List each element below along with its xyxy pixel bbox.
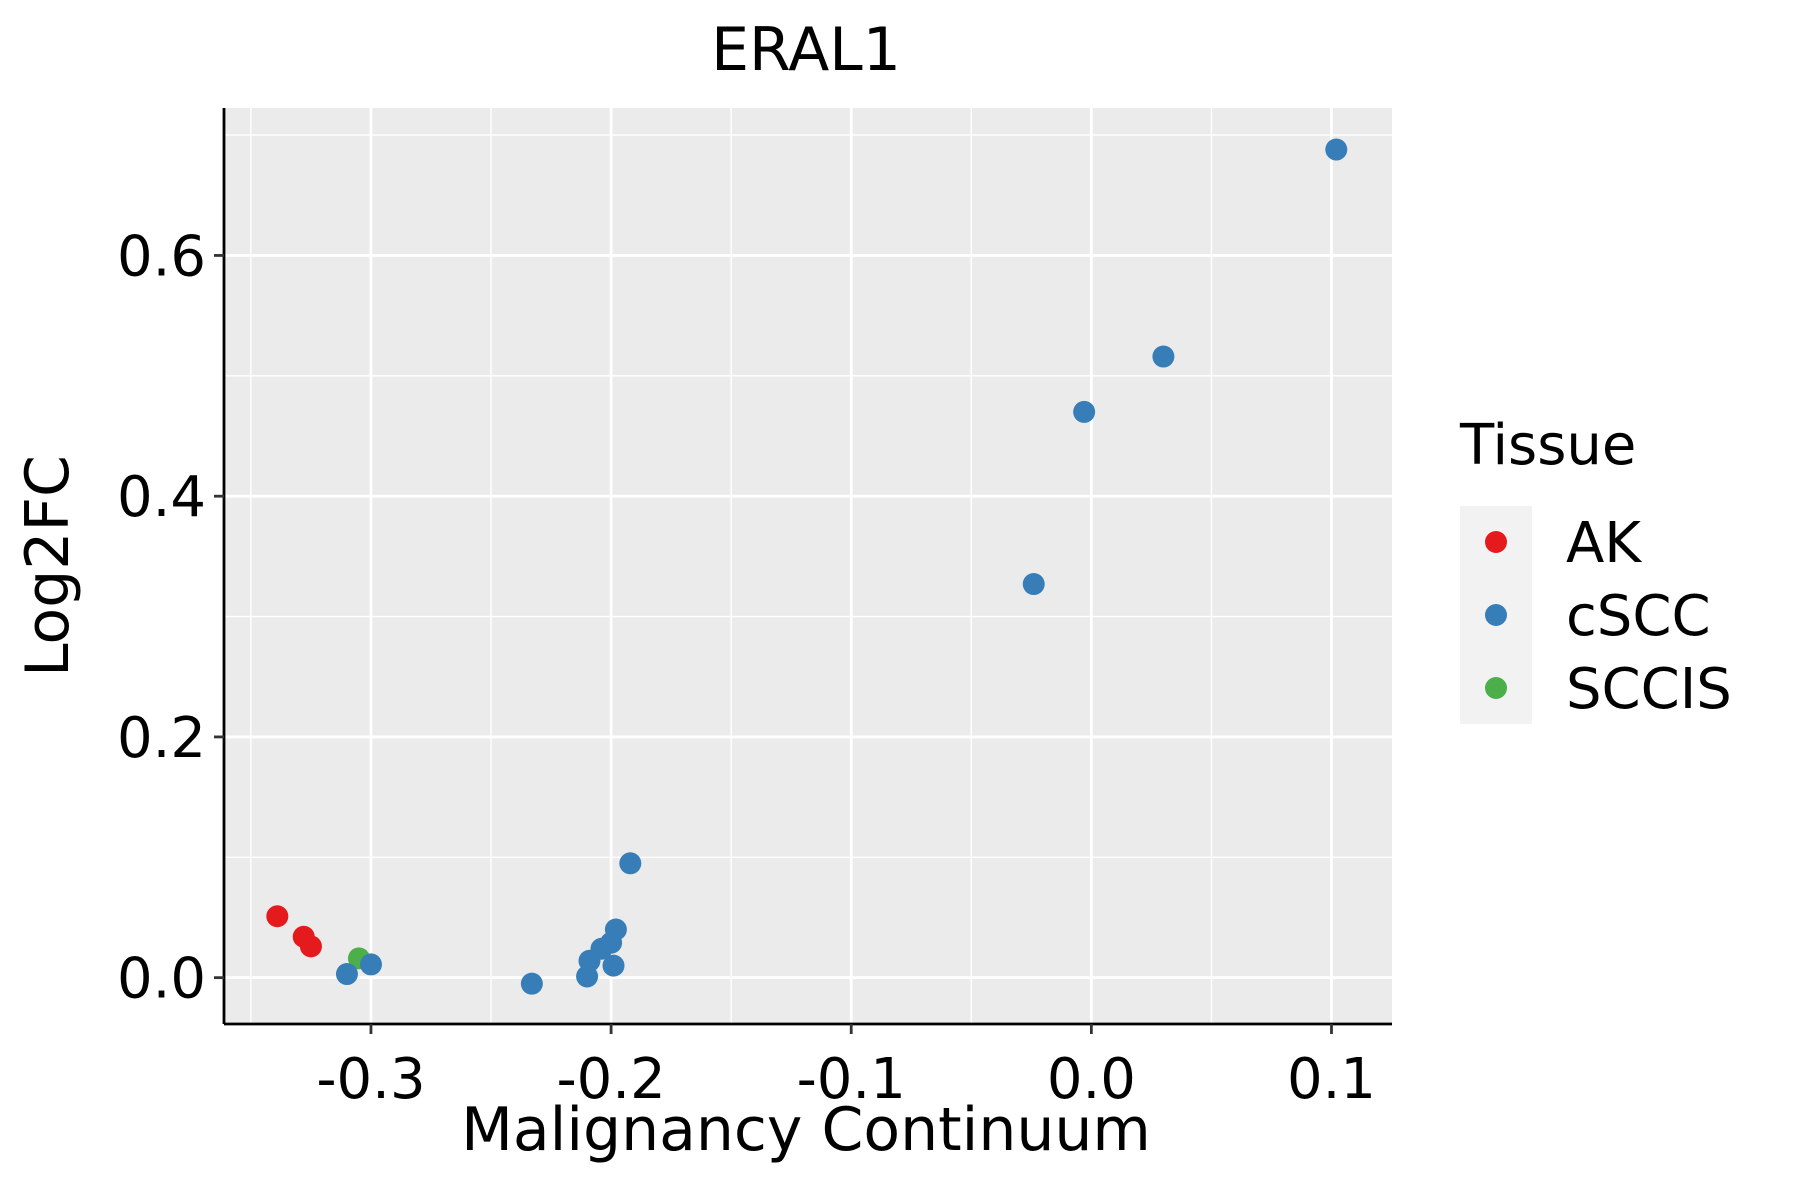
- y-tick-label: 0.2: [117, 706, 206, 771]
- legend-label-cscc: cSCC: [1566, 584, 1711, 649]
- legend-key-cscc: [1485, 604, 1507, 626]
- plot-panel: [224, 108, 1392, 1024]
- data-point: [1073, 400, 1096, 423]
- data-point: [1152, 345, 1175, 368]
- x-tick-label: -0.2: [556, 1047, 665, 1112]
- x-axis-title: Malignancy Continuum: [461, 1095, 1151, 1165]
- data-point: [335, 963, 358, 986]
- legend-key-sccis: [1485, 677, 1507, 699]
- data-point: [619, 852, 642, 875]
- legend-key-ak: [1485, 531, 1507, 553]
- data-point: [299, 935, 322, 958]
- data-point: [602, 954, 625, 977]
- data-point: [520, 972, 543, 995]
- data-points: [266, 138, 1348, 995]
- data-point: [604, 918, 627, 941]
- legend-label-sccis: SCCIS: [1566, 657, 1732, 722]
- chart-title: ERAL1: [711, 15, 901, 85]
- y-axis-title: Log2FC: [13, 455, 83, 677]
- y-axis-ticks: 0.0 0.2 0.4 0.6: [117, 224, 224, 1012]
- series-ak: [266, 905, 322, 958]
- y-tick-label: 0.6: [117, 224, 206, 289]
- data-point: [1022, 573, 1045, 596]
- legend-title: Tissue: [1459, 413, 1636, 478]
- x-tick-label: 0.0: [1047, 1047, 1136, 1112]
- data-point: [1325, 138, 1348, 161]
- data-point: [359, 953, 382, 976]
- grid-lines: [224, 108, 1392, 1024]
- x-tick-label: -0.3: [316, 1047, 425, 1112]
- legend-label-ak: AK: [1566, 511, 1642, 576]
- y-tick-label: 0.0: [117, 947, 206, 1012]
- x-tick-label: -0.1: [797, 1047, 906, 1112]
- data-point: [266, 905, 289, 928]
- legend: Tissue AK cSCC SCCIS: [1459, 413, 1732, 724]
- x-axis-ticks: -0.3 -0.2 -0.1 0.0 0.1: [316, 1024, 1376, 1112]
- x-tick-label: 0.1: [1287, 1047, 1376, 1112]
- y-tick-label: 0.4: [117, 465, 206, 530]
- series-cscc: [335, 138, 1348, 995]
